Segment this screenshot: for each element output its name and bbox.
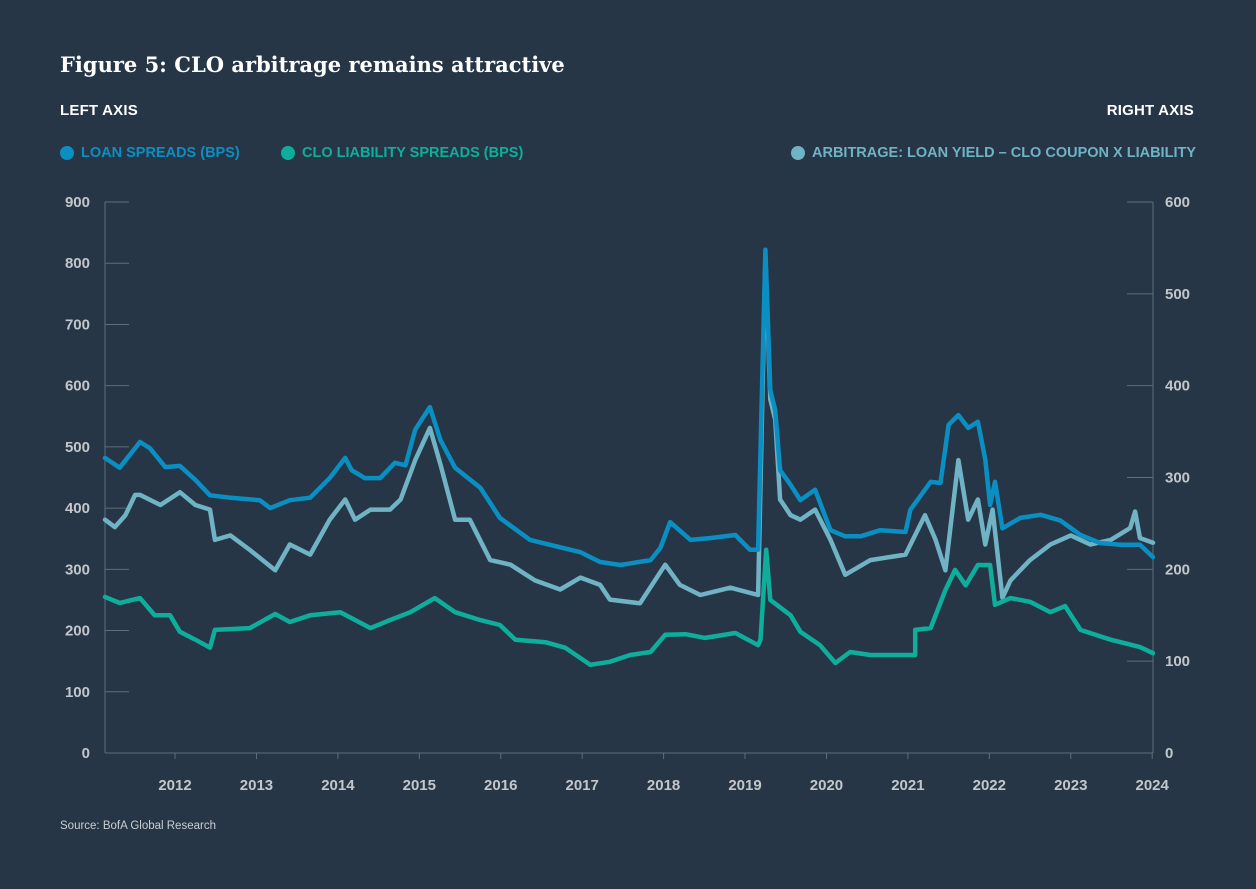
x-tick-label: 2020 (810, 777, 843, 794)
x-tick-label: 2023 (1054, 777, 1087, 794)
x-tick-label: 2021 (891, 777, 924, 794)
legend-loan-spreads: LOAN SPREADS (BPS) (60, 145, 240, 161)
left-tick-label: 700 (65, 316, 90, 333)
legend-arbitrage: ARBITRAGE: LOAN YIELD – CLO COUPON X LIA… (791, 145, 1196, 161)
left-tick-label: 600 (65, 378, 90, 395)
legend-label: LOAN SPREADS (BPS) (81, 145, 240, 161)
x-tick-label: 2015 (403, 777, 436, 794)
right-tick-label: 600 (1165, 194, 1190, 211)
series-line-loan-spreads (102, 247, 1156, 568)
x-tick-label: 2017 (565, 777, 598, 794)
right-tick-label: 400 (1165, 378, 1190, 395)
x-tick-label: 2018 (647, 777, 680, 794)
right-tick-label: 0 (1165, 745, 1173, 762)
x-tick-label: 2016 (484, 777, 517, 794)
right-tick-label: 100 (1165, 653, 1190, 670)
right-tick-label: 500 (1165, 286, 1190, 303)
right-axis-heading: RIGHT AXIS (1106, 102, 1194, 119)
series-line-arbitrage (102, 255, 1156, 606)
left-tick-label: 400 (65, 500, 90, 517)
legend-label: CLO LIABILITY SPREADS (BPS) (302, 145, 524, 161)
right-tick-label: 200 (1165, 561, 1190, 578)
chart-title: Figure 5: CLO arbitrage remains attracti… (60, 52, 565, 77)
source-note: Source: BofA Global Research (60, 820, 216, 832)
left-tick-label: 500 (65, 439, 90, 456)
legend-dot-icon (791, 146, 805, 160)
x-tick-label: 2019 (728, 777, 761, 794)
left-tick-label: 900 (65, 194, 90, 211)
x-tick-label: 2014 (321, 777, 355, 794)
left-tick-label: 300 (65, 561, 90, 578)
x-tick-label: 2024 (1135, 777, 1169, 794)
left-tick-label: 100 (65, 684, 90, 701)
legend-label: ARBITRAGE: LOAN YIELD – CLO COUPON X LIA… (812, 145, 1196, 161)
x-tick-label: 2022 (973, 777, 1006, 794)
right-tick-label: 300 (1165, 470, 1190, 487)
left-tick-label: 0 (82, 745, 90, 762)
left-tick-label: 200 (65, 623, 90, 640)
legend-clo-liability-spreads: CLO LIABILITY SPREADS (BPS) (281, 145, 523, 161)
x-tick-label: 2012 (158, 777, 191, 794)
left-tick-label: 800 (65, 255, 90, 272)
legend-dot-icon (60, 146, 74, 160)
legend-dot-icon (281, 146, 295, 160)
x-tick-label: 2013 (240, 777, 273, 794)
series-line-clo-liability-spreads (102, 547, 1156, 668)
left-axis-heading: LEFT AXIS (60, 102, 138, 119)
